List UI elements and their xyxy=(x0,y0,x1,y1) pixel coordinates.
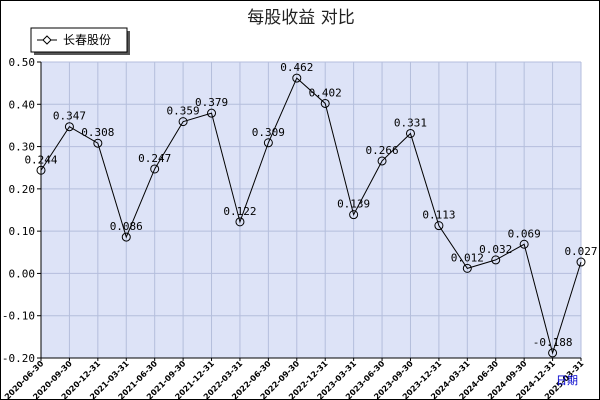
data-point-marker xyxy=(36,165,46,175)
data-label: 0.086 xyxy=(110,220,143,233)
data-point-marker xyxy=(93,138,103,148)
data-label: 0.331 xyxy=(394,116,427,129)
data-label: 0.122 xyxy=(223,205,256,218)
data-label: 0.359 xyxy=(167,105,200,118)
legend-series-label: 长春股份 xyxy=(63,33,111,47)
y-tick-label: 0.40 xyxy=(9,98,36,111)
data-label: 0.402 xyxy=(309,86,342,99)
data-label: 0.462 xyxy=(280,61,313,74)
y-tick-label: -0.20 xyxy=(2,352,35,365)
data-point-marker xyxy=(462,263,472,273)
data-label: 0.027 xyxy=(564,245,597,258)
series-line xyxy=(40,77,582,355)
data-point-marker xyxy=(576,257,586,267)
data-label: -0.188 xyxy=(533,336,573,349)
data-label: 0.308 xyxy=(81,126,114,139)
data-point-marker xyxy=(320,98,330,108)
data-point-marker xyxy=(292,73,302,83)
x-axis-title: 日期 xyxy=(556,374,578,387)
y-tick-label: 0.50 xyxy=(9,56,36,69)
data-point-marker xyxy=(349,210,359,220)
legend: 长春股份 xyxy=(30,27,130,55)
plot-area: 0.500.400.300.200.100.00-0.10-0.202020-0… xyxy=(2,56,598,399)
data-point-marker xyxy=(64,122,74,132)
data-label: 0.347 xyxy=(53,110,86,123)
data-label: 0.247 xyxy=(138,152,171,165)
data-label: 0.113 xyxy=(422,209,455,222)
data-point-marker xyxy=(405,128,415,138)
data-point-marker xyxy=(235,217,245,227)
data-point-marker xyxy=(263,138,273,148)
y-tick-label: 0.20 xyxy=(9,183,36,196)
data-label: 0.139 xyxy=(337,198,370,211)
data-label: 0.309 xyxy=(252,126,285,139)
y-tick-label: 0.00 xyxy=(9,267,36,280)
y-tick-label: -0.10 xyxy=(2,310,35,323)
data-label: 0.379 xyxy=(195,96,228,109)
data-point-marker xyxy=(178,117,188,127)
data-label: 0.244 xyxy=(24,153,57,166)
y-tick-label: 0.10 xyxy=(9,225,36,238)
data-point-marker xyxy=(207,108,217,118)
data-point-marker xyxy=(377,156,387,166)
data-label: 0.266 xyxy=(365,144,398,157)
data-point-marker xyxy=(548,348,558,358)
data-point-marker xyxy=(121,232,131,242)
data-label: 0.032 xyxy=(479,243,512,256)
data-point-marker xyxy=(150,164,160,174)
data-point-marker xyxy=(491,255,501,265)
data-point-marker xyxy=(434,221,444,231)
legend-diamond-marker-icon xyxy=(42,35,52,45)
plot-background xyxy=(41,62,581,358)
data-label: 0.069 xyxy=(508,227,541,240)
chart-title: 每股收益 对比 xyxy=(247,8,354,28)
y-tick-label: 0.30 xyxy=(9,141,36,154)
data-label: 0.012 xyxy=(451,251,484,264)
data-point-marker xyxy=(519,239,529,249)
